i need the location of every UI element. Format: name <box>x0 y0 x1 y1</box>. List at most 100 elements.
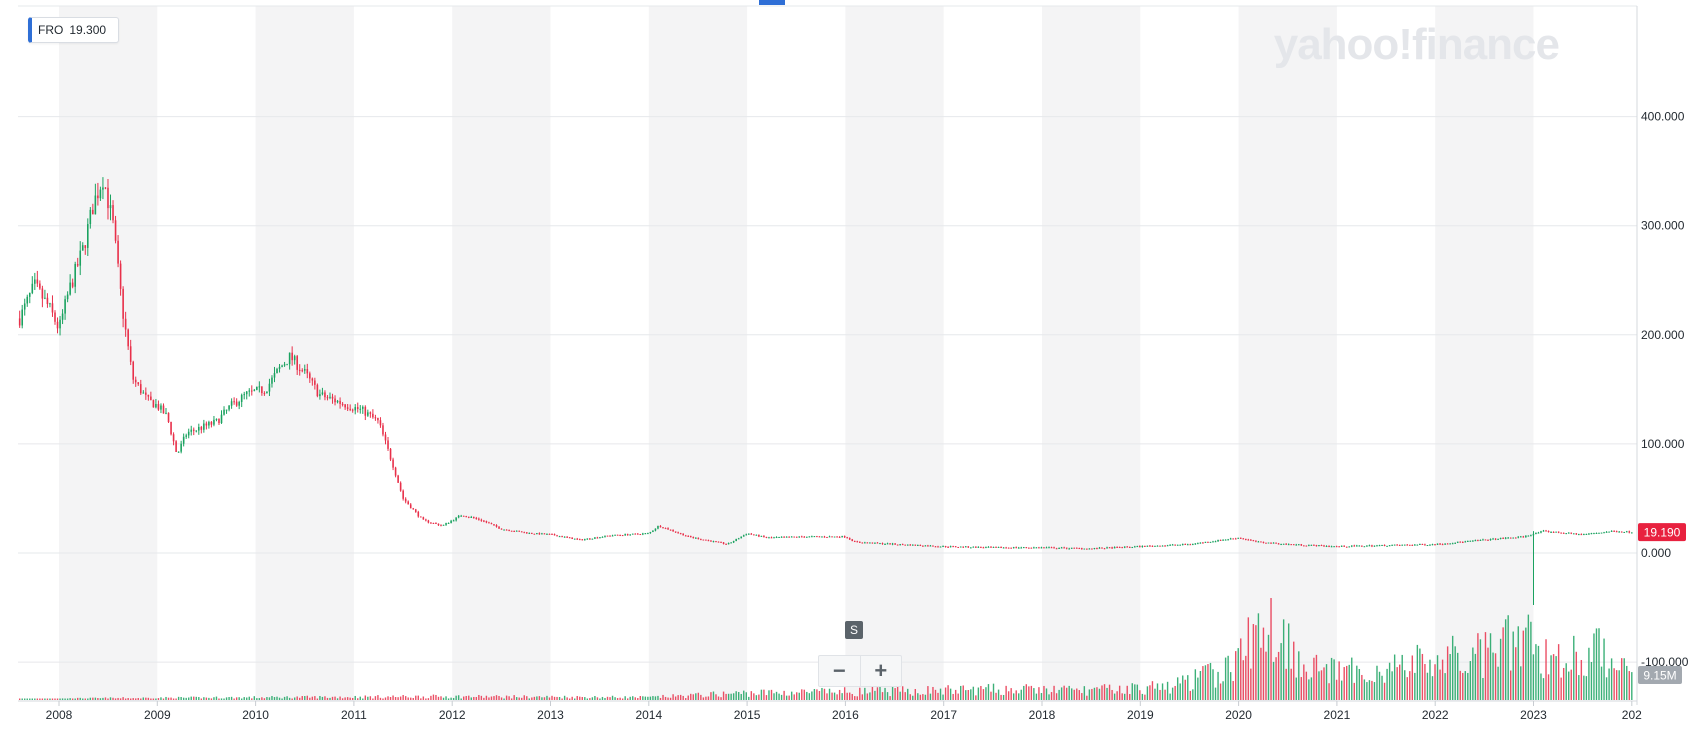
volume-bar <box>420 698 422 700</box>
candle-body <box>760 535 763 537</box>
volume-bar <box>296 696 298 700</box>
candle-body <box>1310 544 1313 546</box>
volume-bar <box>876 687 879 700</box>
volume-bar <box>1464 671 1466 700</box>
volume-bar <box>180 696 182 700</box>
candle-body <box>1295 544 1298 546</box>
candle-body <box>1179 544 1182 546</box>
x-tick-label: 2020 <box>1225 708 1252 722</box>
candle-body <box>808 536 811 538</box>
candle-body <box>604 535 606 537</box>
candle-body <box>493 524 495 526</box>
volume-bar <box>838 689 841 700</box>
candle-body <box>49 303 51 305</box>
candle-body <box>414 509 417 512</box>
candle-body <box>1484 539 1487 541</box>
candle-body <box>558 536 561 538</box>
volume-bar <box>1467 672 1469 700</box>
candle-body <box>891 543 894 545</box>
volume-bar <box>712 691 715 700</box>
series-marker-badge[interactable]: S <box>845 621 863 639</box>
range-selector-marker[interactable] <box>759 0 785 5</box>
volume-bar <box>609 697 611 700</box>
volume-bar <box>611 695 614 700</box>
volume-bar <box>374 696 377 700</box>
x-tick-label: 202 <box>1622 708 1642 722</box>
volume-bar <box>1499 638 1502 700</box>
volume-bar <box>901 686 904 700</box>
candle-body <box>170 421 172 435</box>
volume-bar <box>1166 681 1169 700</box>
candle-body <box>884 543 886 545</box>
candle-body <box>1244 538 1247 540</box>
candle-body <box>220 414 223 424</box>
zoom-out-button[interactable]: − <box>819 656 860 686</box>
volume-bar <box>1020 689 1022 700</box>
candle-body <box>1078 548 1081 550</box>
candle-body <box>669 529 672 531</box>
candle-body <box>647 533 649 535</box>
volume-bar <box>1078 690 1080 700</box>
volume-bar <box>1330 657 1333 700</box>
volume-bar <box>662 694 664 700</box>
volume-bar <box>1631 672 1633 700</box>
candle-body <box>79 250 82 266</box>
candle-body <box>1439 543 1441 545</box>
candle-body <box>28 292 31 297</box>
volume-bar <box>452 697 455 700</box>
volume-bar <box>56 698 59 700</box>
volume-bar <box>1552 654 1555 700</box>
volume-bar <box>493 696 495 700</box>
volume-bar <box>258 698 261 700</box>
candle-body <box>621 535 624 537</box>
candle-body <box>1560 532 1562 534</box>
candle-body <box>1401 544 1404 546</box>
candle-body <box>107 187 109 209</box>
volume-bar <box>1371 680 1373 700</box>
volume-bar <box>1068 685 1070 700</box>
candle-body <box>425 519 427 521</box>
candle-body <box>975 546 977 548</box>
candle-body <box>74 264 76 287</box>
candle-body <box>157 404 160 410</box>
volume-bar <box>1149 685 1151 700</box>
candle-body <box>1608 531 1610 533</box>
candle-body <box>301 370 304 372</box>
volume-bar <box>109 697 112 700</box>
candle-body <box>1519 536 1522 538</box>
volume-bar <box>1540 673 1542 700</box>
volume-bar <box>881 692 884 700</box>
candle-body <box>904 544 907 546</box>
volume-bar <box>697 692 700 700</box>
volume-bar <box>871 686 874 700</box>
volume-bar <box>314 696 316 700</box>
volume-bar <box>1474 653 1477 700</box>
candle-body <box>1323 545 1325 547</box>
volume-bar <box>685 698 687 700</box>
volume-bar <box>271 696 273 700</box>
volume-bar <box>541 697 543 700</box>
candle-body <box>753 534 755 536</box>
volume-bar <box>1510 670 1512 700</box>
volume-bar <box>238 697 240 700</box>
candle-body <box>1096 548 1098 550</box>
candle-body <box>818 536 821 538</box>
candle-body <box>997 546 1000 548</box>
candle-body <box>1017 547 1020 549</box>
candle-body <box>962 546 965 548</box>
candle-body <box>367 412 369 416</box>
volume-bar <box>990 691 992 700</box>
candle-body <box>1525 535 1527 538</box>
zoom-in-button[interactable]: + <box>859 656 902 686</box>
volume-bar <box>1568 671 1570 700</box>
volume-bar <box>700 694 702 700</box>
volume-bar <box>193 696 195 700</box>
candle-body <box>1247 539 1250 541</box>
volume-bar <box>1240 638 1242 700</box>
candle-body <box>331 396 334 399</box>
volume-bar <box>470 697 472 700</box>
volume-bar <box>977 687 980 700</box>
candle-body <box>238 401 240 406</box>
